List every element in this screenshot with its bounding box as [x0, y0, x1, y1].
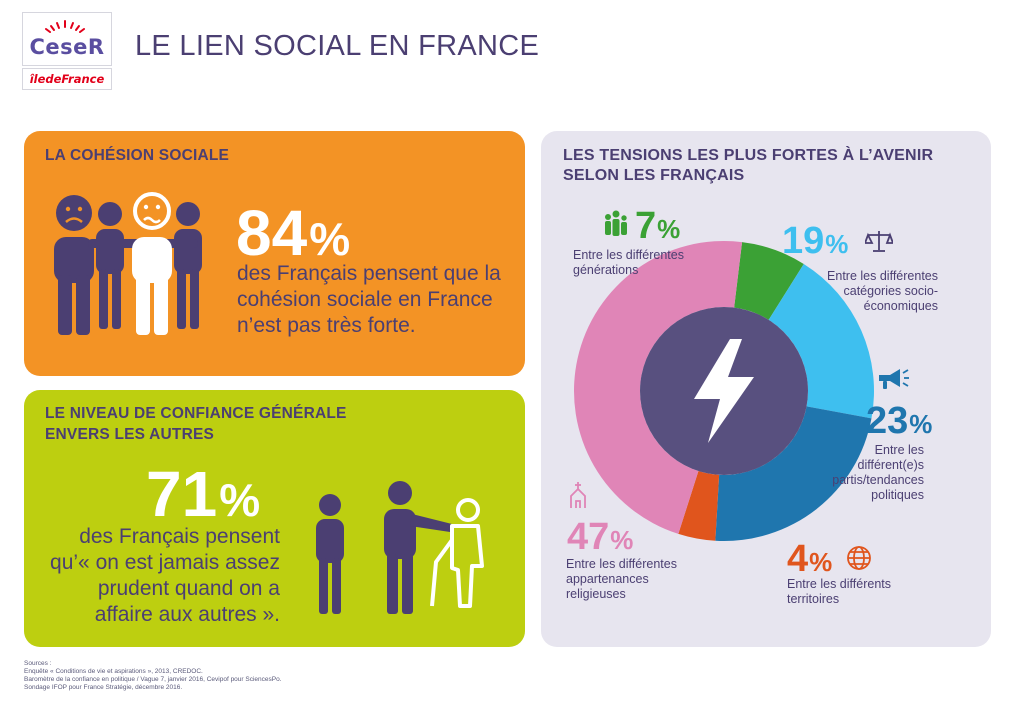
value-number: 23 — [866, 400, 909, 442]
distrust-people-illustration — [316, 481, 484, 614]
donut-slice-territoires — [678, 471, 720, 541]
segment-value-territoires: 4% — [787, 540, 832, 578]
label-line: Entre les — [874, 443, 924, 457]
ceser-logo-text: CeseR — [29, 35, 105, 59]
confiance-text-line: qu’« on est jamais assez — [50, 551, 280, 574]
donut-slice-politiques — [715, 406, 872, 541]
confiance-card: LE NIVEAU DE CONFIANCE GÉNÉRALE ENVERS L… — [24, 390, 525, 647]
cohesion-number: 84 — [236, 197, 308, 269]
label-line: politiques — [871, 488, 924, 502]
cohesion-text: des Français pensent que la cohésion soc… — [237, 262, 501, 337]
percent-sign: % — [657, 214, 681, 244]
segment-label-generations: Entre les différentes générations — [573, 248, 684, 278]
label-line: économiques — [863, 299, 938, 313]
people-group-icon — [605, 210, 627, 236]
value-number: 19 — [782, 220, 825, 262]
percent-sign: % — [610, 525, 634, 555]
label-line: territoires — [787, 592, 840, 606]
confiance-number: 71 — [146, 458, 218, 530]
cohesion-card: LA COHÉSION SOCIALE 84% — [24, 131, 525, 376]
percent-sign: % — [825, 229, 849, 259]
value-number: 4 — [787, 538, 809, 580]
confiance-text-line: des Français pensent — [79, 525, 280, 548]
label-line: Entre les différentes — [573, 248, 684, 262]
scales-icon — [865, 231, 893, 252]
confiance-title-line-1: LE NIVEAU DE CONFIANCE GÉNÉRALE — [45, 405, 347, 422]
sources-line: Sources : — [24, 660, 52, 667]
page-title: LE LIEN SOCIAL EN FRANCE — [135, 30, 540, 62]
value-number: 47 — [567, 516, 610, 558]
label-line: catégories socio- — [843, 284, 939, 298]
tensions-title-line-2: SELON LES FRANÇAIS — [563, 167, 745, 184]
segment-value-politiques: 23% — [866, 402, 932, 440]
cohesion-percentage: 84% — [236, 201, 350, 265]
sources-line: Sondage IFOP pour France Stratégie, déce… — [24, 684, 183, 691]
value-number: 7 — [635, 205, 657, 247]
tensions-title-line-1: LES TENSIONS LES PLUS FORTES À L’AVENIR — [563, 147, 934, 164]
donut-slice-socio-economiques — [768, 263, 874, 419]
sources: Sources : Enquête « Conditions de vie et… — [24, 660, 282, 692]
donut-slice-generations — [734, 242, 804, 320]
sad-people-illustration — [54, 192, 202, 335]
segment-label-politiques: Entre les différent(e)s partis/tendances… — [832, 443, 924, 503]
label-line: Entre les différentes — [566, 557, 677, 571]
confiance-text-line: affaire aux autres ». — [94, 603, 280, 626]
confiance-percentage: 71% — [146, 462, 260, 526]
sources-line: Baromètre de la confiance en politique /… — [24, 676, 282, 683]
segment-label-socio-economiques: Entre les différentes catégories socio- … — [827, 269, 938, 314]
confiance-title-line-2: ENVERS LES AUTRES — [45, 426, 215, 443]
percent-sign: % — [809, 547, 833, 577]
confiance-text-line: prudent quand on a — [97, 577, 280, 600]
lightning-icon — [694, 339, 754, 443]
donut-slices — [573, 240, 874, 541]
donut-slice-religieuses — [573, 240, 743, 534]
sources-line: Enquête « Conditions de vie et aspiratio… — [24, 668, 203, 675]
confiance-text: des Français pensent qu’« on est jamais … — [50, 524, 280, 628]
ceser-logo-rays — [45, 20, 85, 33]
label-line: Entre les différentes — [827, 269, 938, 283]
segment-label-territoires: Entre les différents territoires — [787, 577, 891, 607]
segment-value-religieuses: 47% — [567, 518, 633, 556]
label-line: partis/tendances — [832, 473, 924, 487]
label-line: Entre les différents — [787, 577, 891, 591]
cohesion-title: LA COHÉSION SOCIALE — [45, 147, 230, 164]
globe-icon — [847, 546, 871, 570]
label-line: appartenances — [566, 572, 649, 586]
segment-label-religieuses: Entre les différentes appartenances reli… — [566, 557, 677, 602]
megaphone-icon — [879, 369, 909, 389]
ceser-logo: CeseR — [22, 12, 112, 66]
percent-sign: % — [909, 409, 933, 439]
segment-value-socio-economiques: 19% — [782, 222, 848, 260]
ile-de-france-logo: îledeFrance — [22, 68, 112, 90]
label-line: différent(e)s — [857, 458, 924, 472]
cohesion-percent-sign: % — [309, 213, 351, 265]
church-icon — [570, 482, 586, 508]
segment-value-generations: 7% — [635, 207, 680, 245]
label-line: religieuses — [566, 587, 626, 601]
tensions-donut-chart — [573, 240, 874, 541]
confiance-percent-sign: % — [219, 474, 261, 526]
label-line: générations — [573, 263, 639, 277]
